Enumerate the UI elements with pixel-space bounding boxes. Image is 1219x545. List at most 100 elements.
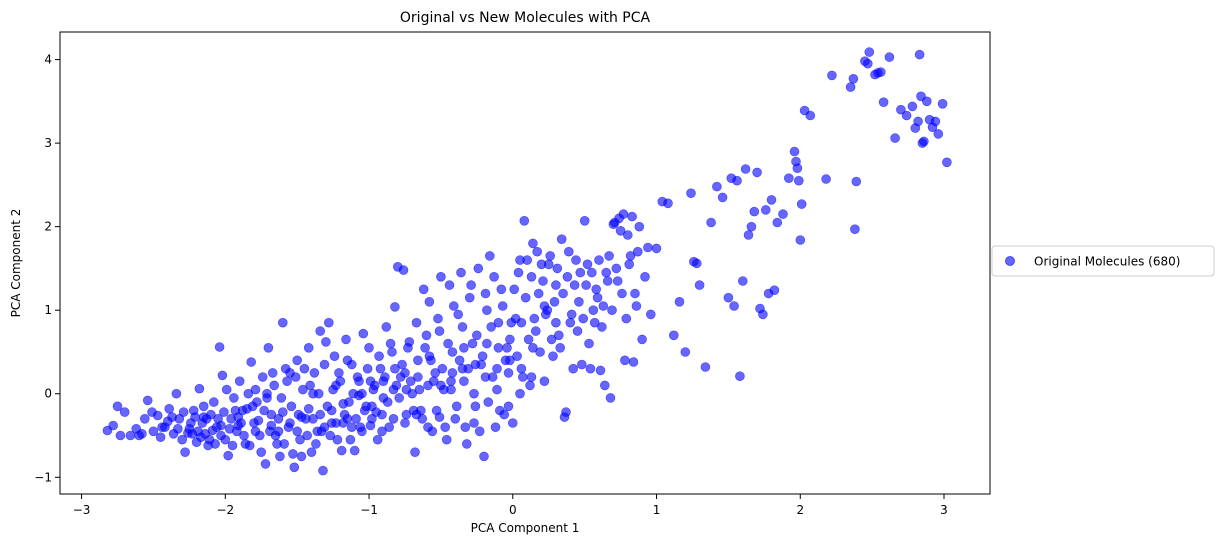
scatter-point xyxy=(289,462,300,473)
chart-title: Original vs New Molecules with PCA xyxy=(400,10,651,26)
scatter-point xyxy=(743,230,754,240)
scatter-point xyxy=(604,251,614,261)
scatter-point xyxy=(223,450,233,461)
scatter-point xyxy=(503,368,514,378)
scatter-point xyxy=(460,422,471,433)
scatter-point xyxy=(177,434,187,445)
scatter-point xyxy=(275,451,285,462)
scatter-point xyxy=(319,422,330,433)
scatter-point xyxy=(207,425,218,436)
scatter-point xyxy=(292,355,303,366)
scatter-point xyxy=(288,449,298,459)
scatter-point xyxy=(292,426,303,437)
scatter-point xyxy=(384,422,395,433)
scatter-point xyxy=(530,326,541,336)
scatter-point xyxy=(229,393,239,403)
scatter-point xyxy=(436,380,446,391)
scatter-point xyxy=(418,284,429,295)
scatter-point xyxy=(459,376,469,387)
scatter-point xyxy=(758,309,768,320)
scatter-point xyxy=(450,413,461,424)
scatter-point xyxy=(686,188,696,198)
scatter-point xyxy=(490,422,501,433)
x-axis-label: PCA Component 1 xyxy=(471,521,580,535)
scatter-point xyxy=(805,110,816,121)
scatter-point xyxy=(246,357,256,367)
scatter-point xyxy=(568,363,579,374)
scatter-point xyxy=(907,101,918,112)
scatter-point xyxy=(260,459,271,469)
scatter-point xyxy=(357,426,367,437)
scatter-point xyxy=(503,401,514,412)
scatter-point xyxy=(611,263,622,274)
scatter-point xyxy=(612,276,623,286)
scatter-point xyxy=(700,362,711,372)
scatter-point xyxy=(299,363,310,374)
scatter-point xyxy=(483,397,494,407)
scatter-point xyxy=(746,221,757,232)
scatter-point xyxy=(545,251,556,261)
scatter-point xyxy=(473,263,484,274)
scatter-point xyxy=(470,401,481,412)
scatter-point xyxy=(221,384,232,395)
scatter-point xyxy=(329,351,340,362)
scatter-point xyxy=(295,434,305,445)
scatter-point xyxy=(262,388,272,399)
scatter-point xyxy=(266,409,277,420)
scatter-point xyxy=(239,430,249,441)
scatter-point xyxy=(282,376,292,387)
scatter-point xyxy=(548,351,558,362)
scatter-point xyxy=(555,342,566,353)
scatter-point xyxy=(345,434,356,445)
scatter-point xyxy=(285,418,295,428)
scatter-point xyxy=(528,342,538,353)
scatter-point xyxy=(582,259,593,270)
scatter-point xyxy=(421,330,432,341)
scatter-point xyxy=(306,447,317,458)
scatter-point xyxy=(645,309,656,320)
x-tick-label: −2 xyxy=(216,503,234,517)
scatter-point xyxy=(364,342,374,353)
scatter-point xyxy=(482,338,492,349)
scatter-point xyxy=(740,164,751,174)
scatter-point xyxy=(494,405,505,416)
scatter-point xyxy=(469,388,479,399)
scatter-point xyxy=(423,380,433,391)
scatter-point xyxy=(108,420,118,431)
scatter-point xyxy=(772,217,783,228)
scatter-point xyxy=(444,280,455,290)
scatter-point xyxy=(378,376,389,387)
scatter-point xyxy=(267,368,278,378)
scatter-point xyxy=(466,280,476,290)
scatter-point xyxy=(553,330,564,341)
scatter-point xyxy=(359,405,370,416)
plot-frame xyxy=(59,31,991,495)
scatter-point xyxy=(326,418,337,428)
scatter-point xyxy=(453,309,464,320)
scatter-point xyxy=(574,296,584,307)
scatter-point xyxy=(397,359,407,370)
scatter-point xyxy=(505,334,515,345)
scatter-point xyxy=(631,301,642,311)
scatter-point xyxy=(375,363,386,374)
scatter-point xyxy=(387,347,397,357)
scatter-point xyxy=(845,82,856,92)
scatter-point xyxy=(737,276,748,286)
scatter-point xyxy=(615,226,626,236)
y-axis-label: PCA Component 2 xyxy=(9,209,23,318)
scatter-point xyxy=(142,395,153,406)
scatter-point xyxy=(546,334,557,345)
scatter-point xyxy=(732,175,742,186)
scatter-point xyxy=(919,136,929,147)
x-tick-label: 1 xyxy=(653,503,661,517)
scatter-point xyxy=(119,407,130,417)
scatter-point xyxy=(532,246,543,257)
scatter-point xyxy=(516,363,527,374)
scatter-point xyxy=(443,338,453,349)
scatter-point xyxy=(533,288,544,299)
scatter-point xyxy=(413,355,423,366)
scatter-point xyxy=(388,384,399,395)
scatter-point xyxy=(624,259,635,270)
x-axis-ticks: −3 −2 −1 0 1 2 3 xyxy=(73,494,948,517)
